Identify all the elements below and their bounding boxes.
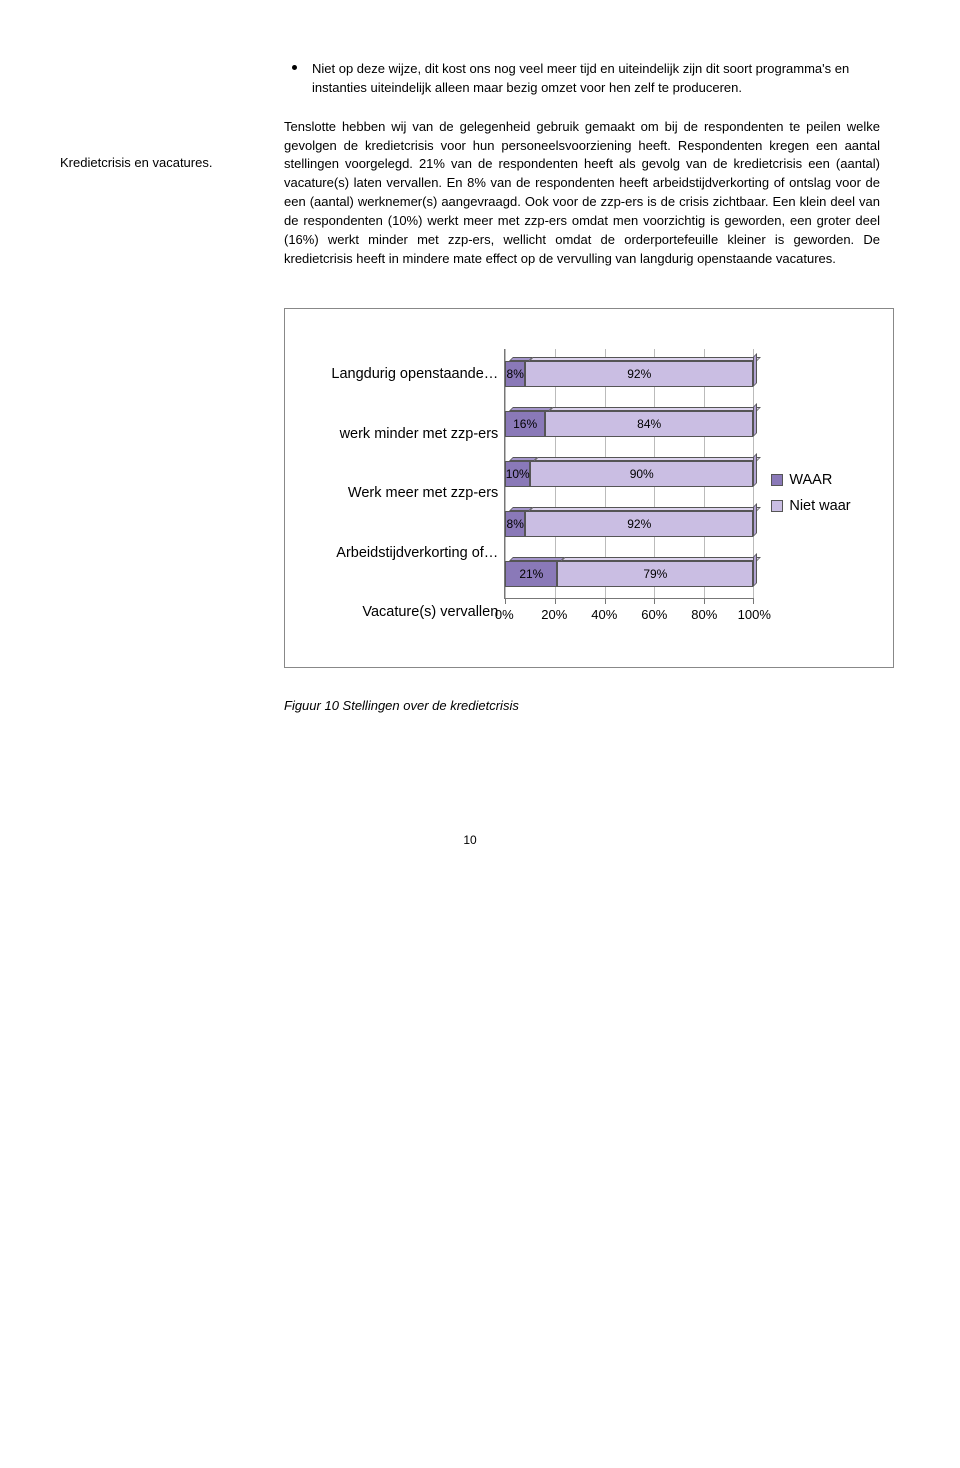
chart-y-label: Langdurig openstaande…	[315, 349, 498, 399]
chart-legend: WAAR Niet waar	[753, 349, 863, 637]
body-paragraph: Tenslotte hebben wij van de gelegenheid …	[284, 118, 880, 269]
chart-bar-segment: 10%	[505, 461, 530, 487]
chart-container: Langdurig openstaande… werk minder met zz…	[284, 308, 894, 668]
page-number: 10	[60, 833, 880, 847]
bullet-icon	[292, 65, 297, 70]
chart-bar-segment: 90%	[530, 461, 753, 487]
chart-bar-row: 10%90%	[505, 461, 753, 487]
chart-bar-row: 21%79%	[505, 561, 753, 587]
chart-bar-segment: 79%	[557, 561, 753, 587]
figure-caption: Figuur 10 Stellingen over de kredietcris…	[284, 698, 880, 713]
bullet-text: Niet op deze wijze, dit kost ons nog vee…	[312, 61, 849, 95]
chart-bar-segment: 16%	[505, 411, 545, 437]
chart-x-tick-label: 60%	[641, 607, 667, 622]
chart-bar-segment: 92%	[525, 511, 753, 537]
chart-bar-value-label: 92%	[525, 361, 753, 387]
chart-plot-area: 8%92%16%84%10%90%8%92%21%79%	[504, 349, 753, 599]
legend-swatch	[771, 474, 783, 486]
legend-item: WAAR	[771, 472, 863, 488]
chart-x-tick-label: 0%	[495, 607, 514, 622]
chart-x-tick-label: 20%	[541, 607, 567, 622]
chart-bar-segment: 8%	[505, 361, 525, 387]
side-heading: Kredietcrisis en vacatures.	[60, 155, 260, 170]
chart-bar-value-label: 92%	[525, 511, 753, 537]
chart-tick	[505, 598, 506, 604]
chart-tick	[654, 598, 655, 604]
chart-tick	[704, 598, 705, 604]
chart-bar-value-label: 79%	[557, 561, 753, 587]
chart-plot-column: 8%92%16%84%10%90%8%92%21%79% 0%20%40%60%…	[504, 349, 753, 637]
chart-bar-side-face	[753, 353, 757, 387]
chart-bar-value-label: 21%	[505, 561, 557, 587]
legend-item: Niet waar	[771, 498, 863, 514]
legend-swatch	[771, 500, 783, 512]
chart-inner: Langdurig openstaande… werk minder met zz…	[315, 349, 863, 637]
chart-y-label: Werk meer met zzp-ers	[315, 468, 498, 518]
chart-bar-side-face	[753, 503, 757, 537]
legend-label: WAAR	[789, 472, 832, 488]
chart-bar-segment: 21%	[505, 561, 557, 587]
chart-x-tick-label: 40%	[591, 607, 617, 622]
chart-tick	[753, 598, 754, 604]
content-row: Kredietcrisis en vacatures. Niet op deze…	[60, 60, 880, 268]
chart-bar-value-label: 8%	[505, 511, 525, 537]
chart-y-label: werk minder met zzp-ers	[315, 409, 498, 459]
chart-bar-value-label: 90%	[530, 461, 753, 487]
chart-bar-segment: 84%	[545, 411, 753, 437]
chart-y-label: Vacature(s) vervallen	[315, 587, 498, 637]
chart-bar-value-label: 16%	[505, 411, 545, 437]
main-column: Niet op deze wijze, dit kost ons nog vee…	[284, 60, 880, 268]
chart-bar-side-face	[753, 403, 757, 437]
chart-bar-segment: 92%	[525, 361, 753, 387]
chart-bar-value-label: 84%	[545, 411, 753, 437]
chart-x-tick-label: 100%	[738, 607, 771, 622]
chart-x-tick-label: 80%	[691, 607, 717, 622]
chart-y-labels: Langdurig openstaande… werk minder met zz…	[315, 349, 504, 637]
chart-tick	[605, 598, 606, 604]
side-column: Kredietcrisis en vacatures.	[60, 60, 260, 268]
chart-bar-row: 16%84%	[505, 411, 753, 437]
chart-x-axis: 0%20%40%60%80%100%	[504, 607, 753, 637]
chart-bar-segment: 8%	[505, 511, 525, 537]
chart-bar-value-label: 10%	[505, 461, 530, 487]
chart-bar-side-face	[753, 453, 757, 487]
chart-bar-row: 8%92%	[505, 361, 753, 387]
legend-label: Niet waar	[789, 498, 850, 514]
chart-y-label: Arbeidstijdverkorting of…	[315, 528, 498, 578]
bullet-item: Niet op deze wijze, dit kost ons nog vee…	[284, 60, 880, 98]
chart-tick	[555, 598, 556, 604]
chart-bar-row: 8%92%	[505, 511, 753, 537]
chart-bar-side-face	[753, 553, 757, 587]
chart-bar-value-label: 8%	[505, 361, 525, 387]
